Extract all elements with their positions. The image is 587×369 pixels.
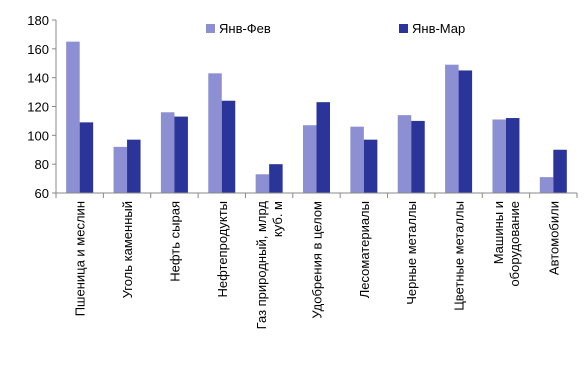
- bar-series1: [492, 119, 506, 193]
- bar-series1: [397, 115, 412, 193]
- legend-swatch: [206, 24, 215, 33]
- x-category-label: Пшеница и меслин: [73, 201, 88, 316]
- legend-label: Янв-Фев: [219, 21, 271, 36]
- bar-series2: [458, 70, 473, 193]
- legend: Янв-Фев Янв-Мар: [206, 21, 465, 36]
- x-category-label: Машины и: [491, 201, 506, 264]
- x-category-label: Лесоматериалы: [357, 201, 372, 298]
- y-tick-label: 180: [27, 13, 49, 28]
- bar-series2: [553, 149, 567, 193]
- bar-series2: [316, 102, 330, 193]
- bar-series1: [160, 112, 175, 193]
- legend-label: Янв-Мар: [412, 21, 465, 36]
- x-category-label: оборудование: [507, 201, 522, 287]
- x-category-label: Нефть сырая: [167, 201, 182, 282]
- x-category-label: Уголь каменный: [120, 201, 135, 298]
- y-tick-label: 140: [27, 71, 49, 86]
- bar-series1: [445, 64, 459, 193]
- legend-swatch: [399, 24, 408, 33]
- x-category-label: Нефтепродукты: [215, 201, 230, 298]
- bar-series2: [127, 139, 141, 193]
- bar-series2: [363, 139, 378, 193]
- bar-series2: [221, 100, 236, 193]
- bar-series2: [79, 122, 94, 193]
- x-category-label: Цветные металлы: [452, 201, 467, 311]
- x-category-label: куб. м: [270, 201, 285, 237]
- y-tick-label: 160: [27, 42, 49, 57]
- bar-series1: [303, 125, 317, 193]
- bar-series1: [208, 73, 222, 193]
- bar-series2: [505, 118, 520, 193]
- bar-series1: [255, 174, 270, 193]
- bars: [66, 41, 567, 194]
- x-category-label: Газ природный, млрд: [254, 201, 269, 330]
- bar-series1: [66, 41, 80, 194]
- bar-series1: [113, 146, 128, 193]
- y-axis: 60 80 100 120 140 160 180: [27, 13, 57, 201]
- bar-series1: [350, 126, 364, 193]
- x-category-label: Удобрения в целом: [310, 201, 325, 319]
- bar-series1: [539, 177, 554, 193]
- x-category-label: Автомобили: [546, 201, 561, 275]
- bar-series2: [174, 116, 188, 193]
- y-tick-label: 60: [35, 186, 49, 201]
- bar-series2: [269, 164, 283, 193]
- x-category-label: Черные металлы: [404, 201, 419, 305]
- bar-series2: [411, 120, 425, 193]
- y-tick-label: 100: [27, 128, 49, 143]
- x-axis: Пшеница и меслин Уголь каменный Нефть сыра…: [55, 192, 578, 330]
- y-tick-label: 80: [35, 157, 49, 172]
- y-tick-label: 120: [27, 100, 49, 115]
